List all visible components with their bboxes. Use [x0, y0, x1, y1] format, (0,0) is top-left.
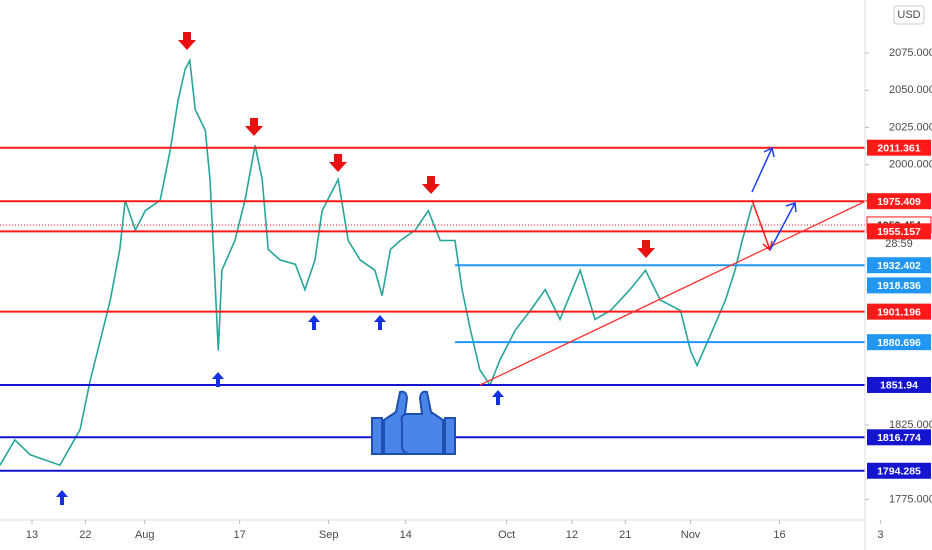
x-tick-label: Nov: [681, 529, 701, 541]
y-tick-label: 2075.000: [889, 47, 932, 59]
x-tick-label: 13: [26, 529, 38, 541]
trend-line: [479, 199, 869, 386]
x-tick-label: 16: [773, 529, 785, 541]
up-arrow: [212, 372, 224, 387]
currency[interactable]: USD: [897, 9, 920, 21]
price-line: [0, 57, 753, 467]
level-label: 1901.196: [877, 306, 921, 318]
y-tick-label: 1775.000: [889, 493, 932, 505]
plot: [0, 57, 865, 472]
x-tick-label: Oct: [498, 529, 515, 541]
x-tick-label: 21: [619, 529, 631, 541]
y-tick-label: 1825.000: [889, 419, 932, 431]
level-label-box: [867, 303, 931, 320]
level-label-box: [867, 277, 931, 294]
x-tick-label: 22: [79, 529, 91, 541]
projection-arrow: [751, 146, 775, 193]
up-arrow: [56, 490, 68, 505]
level-label-box: [867, 193, 931, 210]
x-tick-label: 14: [400, 529, 412, 541]
level-label: 1932.402: [877, 260, 921, 272]
down-arrow: [178, 32, 196, 50]
y-tick-label: 2050.000: [889, 84, 932, 96]
currency-badge[interactable]: [893, 5, 925, 25]
level-label: 2011.361: [877, 142, 920, 154]
down-arrow: [637, 240, 655, 258]
level-label-box: [867, 139, 931, 156]
level-label-box: [867, 429, 931, 446]
down-arrow: [329, 154, 347, 172]
x-tick-label: 17: [234, 529, 246, 541]
level-label-box: [867, 376, 931, 393]
down-arrow: [422, 176, 440, 194]
level-label-box: [867, 334, 931, 351]
projection-arrow: [769, 201, 797, 251]
thumbs-up: [371, 390, 456, 455]
annotations: [56, 32, 869, 505]
x-tick-label: 12: [566, 529, 578, 541]
x-tick-label: 3: [877, 529, 883, 541]
level-label-box: [867, 257, 931, 274]
down-arrow: [245, 118, 263, 136]
x-tick-label: Sep: [319, 529, 339, 541]
y-tick-label: 2000.000: [889, 159, 932, 171]
up-arrow: [308, 315, 320, 330]
level-label: 1851.94: [880, 380, 918, 392]
level-label: 1918.836: [877, 280, 921, 292]
y-tick-label: 2025.000: [889, 121, 932, 133]
level-label: 1880.696: [877, 337, 921, 349]
axes: 13 22 Aug 17 Sep 14 Oct 12 21 Nov 16 3 2075.000 2050.…: [26, 47, 932, 541]
level-label: 1975.409: [877, 196, 921, 208]
level-label: 1955.157: [877, 226, 921, 238]
level-label: 1794.285: [877, 466, 921, 478]
level-label: 1816.774: [877, 432, 921, 444]
x-tick-label: Aug: [135, 529, 155, 541]
level-label-box: [867, 223, 931, 240]
up-arrow: [374, 315, 386, 330]
up-arrow: [492, 390, 504, 405]
level-label-box: [867, 462, 931, 479]
countdown: 28:59: [885, 238, 913, 250]
